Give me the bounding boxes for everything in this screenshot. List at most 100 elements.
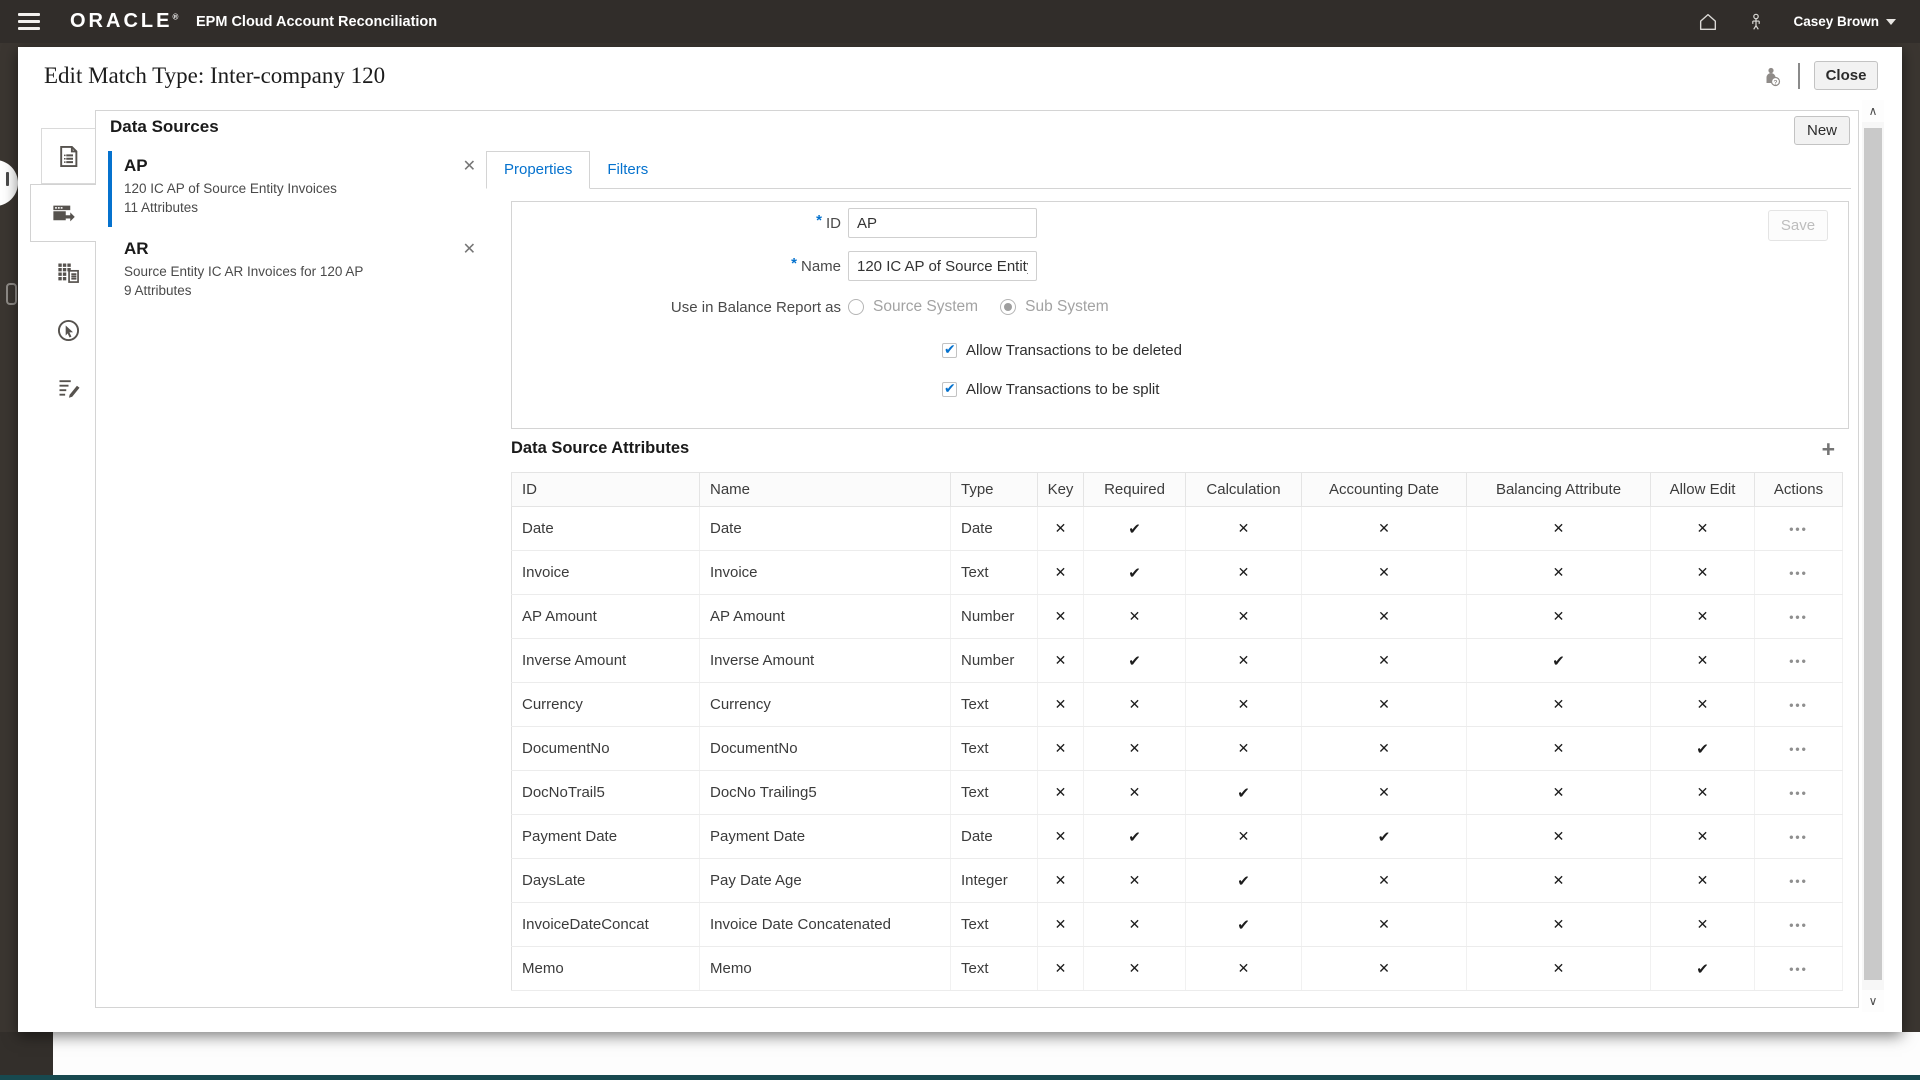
allow-split-label: Allow Transactions to be split: [966, 381, 1159, 398]
rail-tab-auto-match-rules[interactable]: [41, 302, 95, 358]
bottom-taskbar-strip: [0, 1075, 1920, 1080]
x-icon: ✕: [1055, 784, 1067, 800]
delete-source-icon[interactable]: ✕: [463, 242, 476, 258]
x-icon: ✕: [1055, 960, 1067, 976]
attributes-header-row: IDNameTypeKeyRequiredCalculationAccounti…: [512, 473, 1843, 507]
row-actions-menu-icon[interactable]: •••: [1789, 566, 1808, 580]
x-icon: ✕: [1553, 520, 1565, 536]
attr-id: Invoice: [512, 551, 700, 595]
actions-help-icon[interactable]: ?: [1760, 64, 1784, 88]
attribute-row-currency[interactable]: CurrencyCurrencyText✕✕✕✕✕✕•••: [512, 683, 1843, 727]
document-list-icon: [55, 143, 82, 170]
row-actions-menu-icon[interactable]: •••: [1789, 698, 1808, 712]
attribute-row-documentno[interactable]: DocumentNoDocumentNoText✕✕✕✕✕✔•••: [512, 727, 1843, 771]
check-icon: ✔: [1128, 653, 1141, 670]
allow-split-checkbox[interactable]: ✔: [942, 382, 957, 397]
attribute-row-inverse-amount[interactable]: Inverse AmountInverse AmountNumber✕✔✕✕✔✕…: [512, 639, 1843, 683]
attr-name: Memo: [700, 947, 951, 991]
row-actions-menu-icon[interactable]: •••: [1789, 918, 1808, 932]
x-icon: ✕: [1055, 608, 1067, 624]
attr-id: DocumentNo: [512, 727, 700, 771]
x-icon: ✕: [1378, 740, 1390, 756]
attribute-row-dayslate[interactable]: DaysLatePay Date AgeInteger✕✕✔✕✕✕•••: [512, 859, 1843, 903]
row-actions-menu-icon[interactable]: •••: [1789, 654, 1808, 668]
page-title: Edit Match Type: Inter-company 120: [44, 63, 385, 89]
properties-form: Save *ID *Name Use in Balance Report as …: [511, 201, 1849, 429]
attribute-row-payment-date[interactable]: Payment DatePayment DateDate✕✔✕✔✕✕•••: [512, 815, 1843, 859]
scroll-up-arrow[interactable]: ∧: [1862, 100, 1884, 122]
rail-tab-match-type-properties[interactable]: [41, 128, 95, 184]
x-icon: ✕: [1055, 916, 1067, 932]
x-icon: ✕: [1129, 608, 1141, 624]
x-icon: ✕: [1238, 740, 1250, 756]
attr-type: Text: [951, 947, 1038, 991]
data-sources-panel: Data Sources New AP 120 IC AP of Source …: [95, 110, 1859, 1008]
attributes-table-body: DateDateDate✕✔✕✕✕✕•••InvoiceInvoiceText✕…: [512, 507, 1843, 991]
row-actions-menu-icon[interactable]: •••: [1789, 610, 1808, 624]
app-title: EPM Cloud Account Reconciliation: [196, 14, 437, 30]
rail-tab-transaction-types[interactable]: [41, 244, 95, 300]
attr-name: Date: [700, 507, 951, 551]
attribute-row-invoice[interactable]: InvoiceInvoiceText✕✔✕✕✕✕•••: [512, 551, 1843, 595]
delete-source-icon[interactable]: ✕: [463, 159, 476, 175]
name-field[interactable]: [848, 251, 1037, 281]
row-actions-menu-icon[interactable]: •••: [1789, 522, 1808, 536]
add-attribute-icon[interactable]: +: [1822, 440, 1835, 458]
x-icon: ✕: [1378, 520, 1390, 536]
x-icon: ✕: [1378, 916, 1390, 932]
x-icon: ✕: [1055, 520, 1067, 536]
x-icon: ✕: [1553, 696, 1565, 712]
source-name: Source Entity IC AR Invoices for 120 AP: [124, 262, 454, 281]
column-header-name: Name: [700, 473, 951, 507]
tab-filters[interactable]: Filters: [590, 152, 665, 188]
user-icon[interactable]: [1745, 11, 1767, 33]
check-icon: ✔: [1128, 829, 1141, 846]
tab-properties[interactable]: Properties: [486, 151, 590, 189]
scroll-down-arrow[interactable]: ∨: [1862, 990, 1884, 1012]
rail-tab-data-sources-active[interactable]: [30, 184, 96, 242]
attr-id: Payment Date: [512, 815, 700, 859]
x-icon: ✕: [1129, 916, 1141, 932]
column-header-accounting-date: Accounting Date: [1302, 473, 1467, 507]
radio-source-system[interactable]: [848, 299, 864, 315]
id-field[interactable]: [848, 208, 1037, 238]
pointer-circle-icon: [55, 317, 82, 344]
row-actions-menu-icon[interactable]: •••: [1789, 742, 1808, 756]
attribute-row-invoicedateconcat[interactable]: InvoiceDateConcatInvoice Date Concatenat…: [512, 903, 1843, 947]
attribute-row-docnotrail5[interactable]: DocNoTrail5DocNo Trailing5Text✕✕✔✕✕✕•••: [512, 771, 1843, 815]
attribute-row-date[interactable]: DateDateDate✕✔✕✕✕✕•••: [512, 507, 1843, 551]
source-id: AP: [124, 156, 454, 176]
attribute-row-memo[interactable]: MemoMemoText✕✕✕✕✕✔•••: [512, 947, 1843, 991]
row-actions-menu-icon[interactable]: •••: [1789, 962, 1808, 976]
home-icon[interactable]: [1697, 11, 1719, 33]
row-actions-menu-icon[interactable]: •••: [1789, 874, 1808, 888]
attr-id: DaysLate: [512, 859, 700, 903]
close-button[interactable]: Close: [1814, 61, 1878, 90]
source-id: AR: [124, 239, 454, 259]
row-actions-menu-icon[interactable]: •••: [1789, 830, 1808, 844]
source-item-ap[interactable]: AP 120 IC AP of Source Entity Invoices 1…: [108, 151, 480, 227]
scrollbar-thumb[interactable]: [1864, 128, 1882, 980]
column-header-id: ID: [512, 473, 700, 507]
allow-delete-checkbox[interactable]: ✔: [942, 343, 957, 358]
hamburger-menu-icon[interactable]: [18, 13, 40, 30]
source-item-ar[interactable]: AR Source Entity IC AR Invoices for 120 …: [108, 234, 480, 310]
attribute-row-ap-amount[interactable]: AP AmountAP AmountNumber✕✕✕✕✕✕•••: [512, 595, 1843, 639]
vertical-scrollbar: ∧ ∨: [1862, 100, 1884, 1012]
attr-type: Text: [951, 727, 1038, 771]
column-header-type: Type: [951, 473, 1038, 507]
x-icon: ✕: [1055, 740, 1067, 756]
check-icon: ✔: [1378, 829, 1391, 846]
new-button[interactable]: New: [1794, 116, 1850, 145]
attr-name: DocNo Trailing5: [700, 771, 951, 815]
row-actions-menu-icon[interactable]: •••: [1789, 786, 1808, 800]
check-icon: ✔: [1128, 521, 1141, 538]
x-icon: ✕: [1553, 916, 1565, 932]
attr-id: Inverse Amount: [512, 639, 700, 683]
x-icon: ✕: [1238, 828, 1250, 844]
radio-sub-system[interactable]: [1000, 299, 1016, 315]
rail-tab-adjustment-types[interactable]: [41, 360, 95, 416]
user-menu[interactable]: Casey Brown: [1793, 14, 1896, 29]
x-icon: ✕: [1553, 784, 1565, 800]
attr-id: Memo: [512, 947, 700, 991]
